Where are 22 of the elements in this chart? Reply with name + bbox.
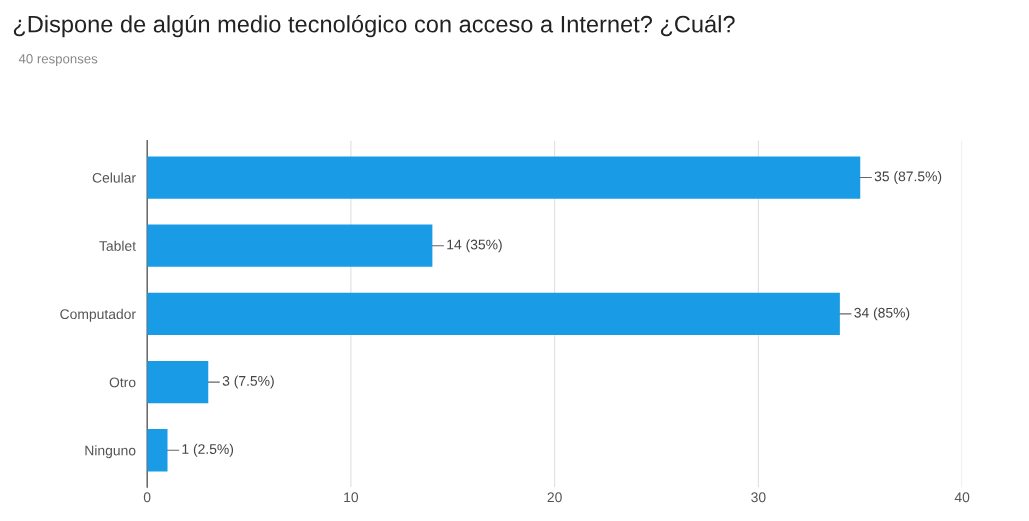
y-tick-label: Celular <box>92 172 136 183</box>
y-tick-label: Tablet <box>99 240 136 251</box>
bar <box>147 156 861 199</box>
data-label: 1 (2.5%) <box>182 443 234 457</box>
bar <box>147 429 168 472</box>
bar <box>147 224 433 267</box>
bar <box>147 360 209 404</box>
bar <box>147 292 840 336</box>
data-label: 14 (35%) <box>447 239 502 253</box>
data-label: 35 (87.5%) <box>874 171 942 185</box>
x-tick-label: 20 <box>547 492 562 503</box>
x-tick-label: 10 <box>344 492 359 503</box>
data-label: 34 (85%) <box>854 307 910 321</box>
y-tick-label: Ninguno <box>85 445 136 459</box>
x-tick-label: 0 <box>143 492 151 503</box>
y-tick-label: Otro <box>109 377 136 388</box>
data-label: 3 (7.5%) <box>222 375 274 389</box>
x-tick-label: 40 <box>954 492 970 503</box>
chart-subtitle: 40 responses <box>18 54 98 67</box>
y-tick-label: Computador <box>60 308 136 322</box>
x-tick-label: 30 <box>751 492 766 503</box>
chart-title: ¿Dispone de algún medio tecnológico con acceso a Internet? ¿Cuál? <box>13 14 735 38</box>
